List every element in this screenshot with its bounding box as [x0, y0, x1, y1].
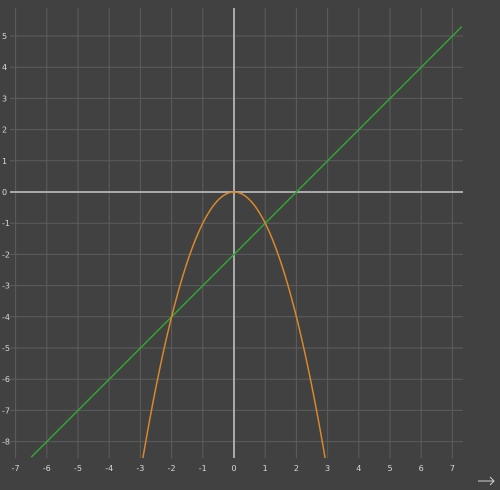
y-tick-label: -2 [2, 250, 10, 259]
x-tick-label: 4 [356, 464, 361, 473]
x-tick-labels: -7 -6 -5 -4 -3 -2 -1 0 1 2 3 4 5 6 7 [12, 464, 455, 473]
x-tick-label: 6 [419, 464, 424, 473]
x-tick-label: -3 [136, 464, 144, 473]
grid-lines [10, 8, 463, 458]
x-tick-label: 2 [294, 464, 299, 473]
y-tick-label: -4 [2, 313, 10, 322]
x-tick-label: 5 [387, 464, 392, 473]
x-tick-label: -4 [105, 464, 113, 473]
y-tick-label: 4 [2, 63, 7, 72]
series-line-linear [30, 26, 463, 458]
y-tick-label: -3 [2, 282, 10, 291]
x-tick-label: -5 [74, 464, 82, 473]
x-tick-label: 0 [231, 464, 236, 473]
right-arrow-icon [478, 476, 495, 486]
x-tick-label: 3 [325, 464, 330, 473]
x-tick-label: 1 [263, 464, 268, 473]
y-tick-label: 2 [2, 126, 7, 135]
x-tick-label: 7 [450, 464, 455, 473]
x-tick-label: -6 [43, 464, 51, 473]
y-tick-label: -5 [2, 344, 10, 353]
y-tick-label: 3 [2, 94, 7, 103]
y-tick-label: 5 [2, 32, 7, 41]
y-tick-label: -7 [2, 406, 10, 415]
series-lines [30, 26, 463, 459]
y-tick-label: 0 [2, 188, 7, 197]
y-tick-label: -1 [2, 219, 10, 228]
y-tick-labels: 5 4 3 2 1 0 -1 -2 -3 -4 -5 -6 -7 -8 [2, 32, 10, 447]
y-tick-label: -8 [2, 438, 10, 447]
x-tick-label: -1 [199, 464, 207, 473]
y-tick-label: -6 [2, 375, 10, 384]
y-tick-label: 1 [2, 157, 7, 166]
x-tick-label: -7 [12, 464, 20, 473]
series-line-parabola [142, 191, 326, 459]
x-tick-label: -2 [168, 464, 176, 473]
